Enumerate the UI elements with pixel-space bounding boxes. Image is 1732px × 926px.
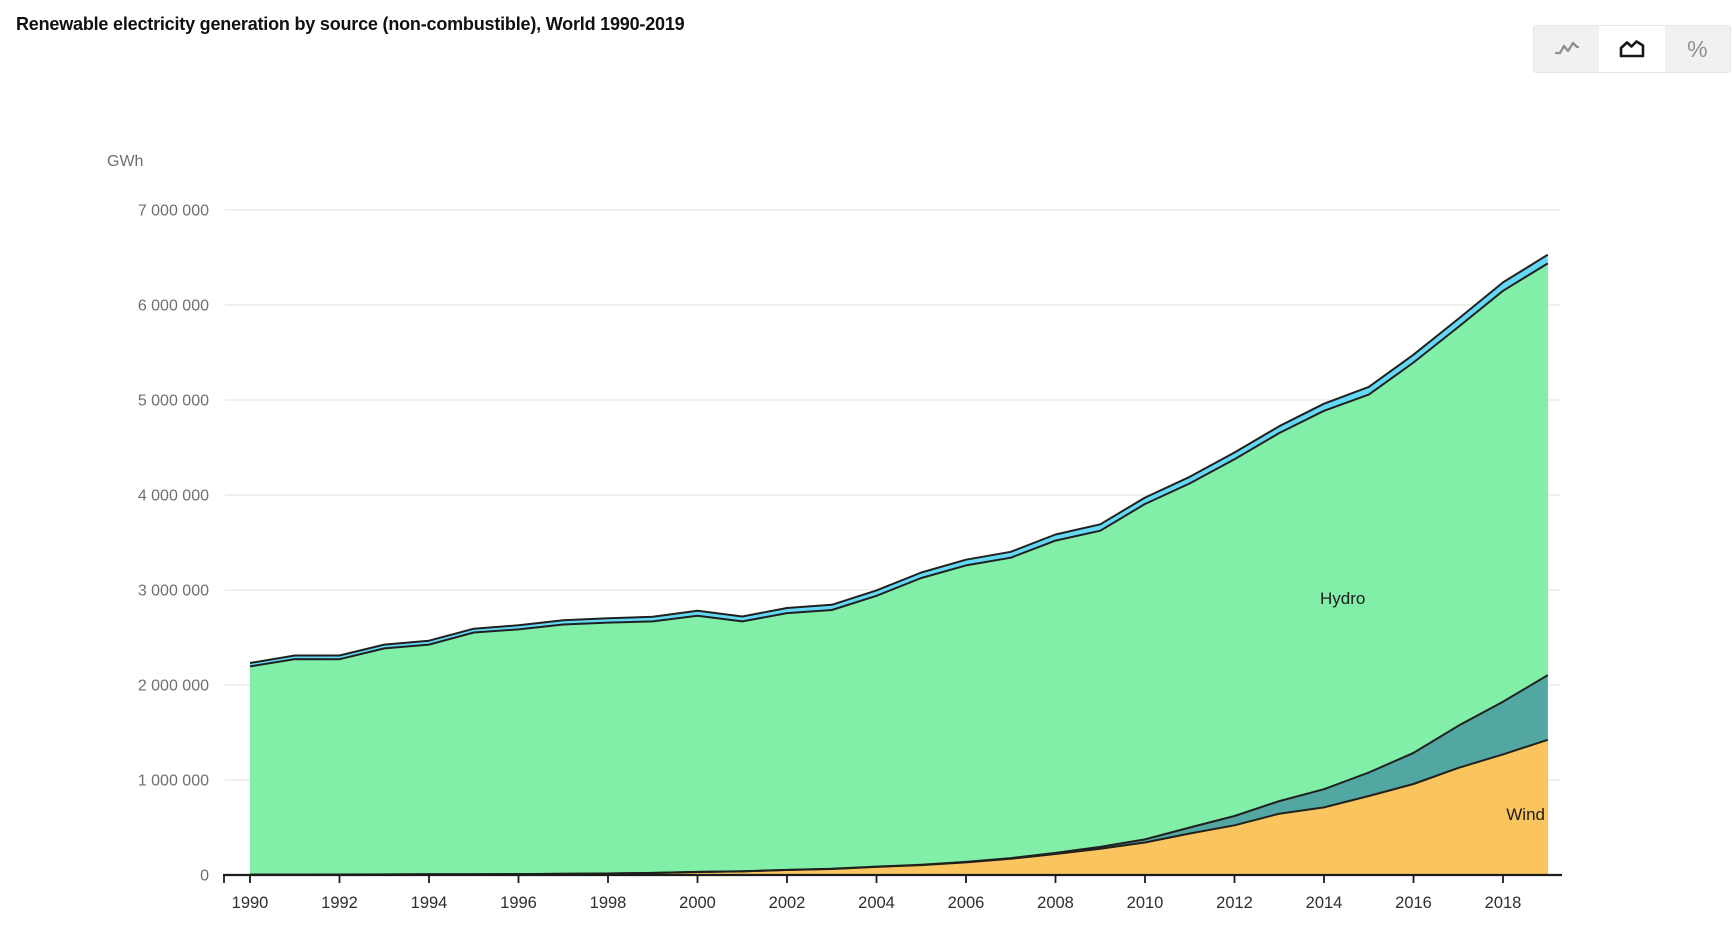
area-view-button[interactable] [1599, 26, 1665, 72]
svg-text:2006: 2006 [948, 894, 985, 912]
area-solar-pv[interactable] [250, 675, 1548, 875]
label-wind: Wind [1506, 805, 1545, 824]
unit-label: GWh [107, 153, 143, 170]
svg-text:1998: 1998 [590, 894, 627, 912]
svg-text:7 000 000: 7 000 000 [138, 203, 209, 220]
y-axis-labels: 0 1 000 000 2 000 000 3 000 000 4 000 000 5 0… [107, 153, 209, 885]
area-series[interactable] [249, 253, 1549, 876]
svg-text:2016: 2016 [1395, 894, 1432, 912]
percent-view-button[interactable]: % [1665, 26, 1730, 72]
svg-text:1992: 1992 [321, 894, 358, 912]
svg-text:1994: 1994 [411, 894, 448, 912]
svg-text:2008: 2008 [1037, 894, 1074, 912]
line-view-button[interactable] [1534, 26, 1599, 72]
area-wind[interactable] [250, 739, 1548, 875]
svg-text:2002: 2002 [769, 894, 806, 912]
svg-text:1996: 1996 [500, 894, 537, 912]
page-title: Renewable electricity generation by sour… [16, 14, 685, 34]
svg-text:2010: 2010 [1127, 894, 1164, 912]
line-chart-icon [1552, 36, 1582, 62]
percent-icon: % [1687, 35, 1708, 62]
boundary-hydro [249, 262, 1549, 668]
label-hydro: Hydro [1320, 589, 1365, 608]
svg-text:1 000 000: 1 000 000 [138, 773, 209, 790]
area-chart-icon [1617, 36, 1647, 62]
area-hydro[interactable] [250, 263, 1548, 875]
svg-text:2018: 2018 [1485, 894, 1522, 912]
svg-text:6 000 000: 6 000 000 [138, 298, 209, 315]
area-labels: Hydro Wind [1320, 589, 1545, 824]
boundary-geothermal [249, 253, 1549, 664]
svg-text:2014: 2014 [1306, 894, 1343, 912]
svg-text:2004: 2004 [858, 894, 895, 912]
svg-text:2 000 000: 2 000 000 [138, 678, 209, 695]
chart-view-toggle: % [1533, 25, 1731, 73]
x-axis: 1990 1992 1994 1996 1998 2000 2002 2004 2006 2008… [223, 873, 1562, 912]
svg-text:2012: 2012 [1216, 894, 1253, 912]
svg-text:1990: 1990 [232, 894, 269, 912]
svg-text:0: 0 [200, 868, 209, 885]
svg-text:5 000 000: 5 000 000 [138, 393, 209, 410]
svg-text:3 000 000: 3 000 000 [138, 583, 209, 600]
svg-text:4 000 000: 4 000 000 [138, 488, 209, 505]
svg-text:2000: 2000 [679, 894, 716, 912]
